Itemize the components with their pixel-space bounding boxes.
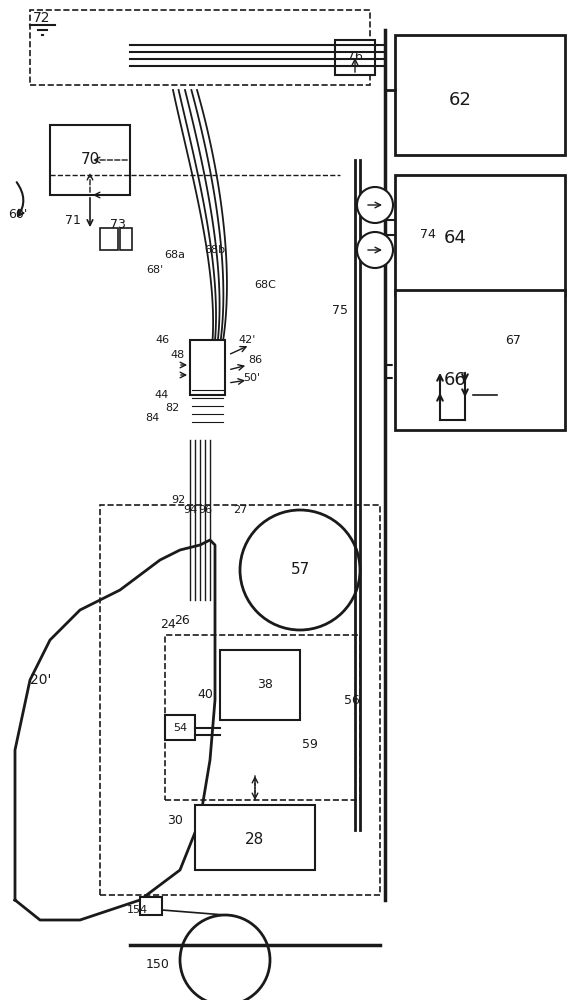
Text: 74: 74 bbox=[420, 229, 436, 241]
Bar bbox=[165, 715, 195, 740]
Bar bbox=[395, 290, 565, 430]
Bar bbox=[395, 175, 565, 295]
Text: 57: 57 bbox=[290, 562, 310, 578]
Text: 76: 76 bbox=[347, 50, 363, 64]
Text: 66: 66 bbox=[443, 371, 466, 389]
Text: 60': 60' bbox=[8, 209, 27, 222]
Text: 73: 73 bbox=[110, 219, 126, 232]
Text: 27: 27 bbox=[233, 505, 247, 515]
Text: 150: 150 bbox=[146, 958, 170, 972]
Text: 54: 54 bbox=[173, 723, 187, 733]
Text: 86: 86 bbox=[248, 355, 262, 365]
Bar bbox=[120, 228, 132, 250]
Text: 70: 70 bbox=[80, 152, 100, 167]
Text: 40: 40 bbox=[197, 688, 213, 702]
Bar bbox=[140, 897, 162, 915]
Bar bbox=[395, 35, 565, 155]
Circle shape bbox=[357, 232, 393, 268]
Text: 68C: 68C bbox=[254, 280, 276, 290]
Text: 44: 44 bbox=[155, 390, 169, 400]
Text: 92: 92 bbox=[171, 495, 185, 505]
Text: 154: 154 bbox=[127, 905, 148, 915]
Text: 24: 24 bbox=[160, 618, 176, 632]
Text: 71: 71 bbox=[65, 214, 81, 227]
Circle shape bbox=[180, 915, 270, 1000]
Text: 94: 94 bbox=[183, 505, 197, 515]
Text: 72: 72 bbox=[33, 11, 51, 25]
Text: 84: 84 bbox=[145, 413, 159, 423]
Text: 68b: 68b bbox=[204, 245, 226, 255]
Text: 46: 46 bbox=[155, 335, 169, 345]
Text: 26: 26 bbox=[174, 613, 190, 626]
Text: 62: 62 bbox=[449, 91, 471, 109]
Text: 20': 20' bbox=[30, 673, 51, 687]
Text: 28: 28 bbox=[246, 832, 265, 848]
Text: 38: 38 bbox=[257, 678, 273, 692]
Bar bbox=[220, 650, 300, 720]
Bar bbox=[30, 10, 370, 85]
Bar bbox=[50, 125, 130, 195]
Bar bbox=[190, 340, 225, 395]
Text: 68a: 68a bbox=[165, 250, 186, 260]
Text: 48: 48 bbox=[171, 350, 185, 360]
Text: 56: 56 bbox=[344, 694, 360, 706]
Bar bbox=[195, 805, 315, 870]
Bar bbox=[165, 635, 360, 800]
Bar bbox=[100, 505, 380, 895]
Text: 96: 96 bbox=[198, 505, 212, 515]
Text: 64: 64 bbox=[443, 229, 466, 247]
Text: 68': 68' bbox=[147, 265, 164, 275]
Text: 59: 59 bbox=[302, 738, 318, 752]
Text: 30: 30 bbox=[167, 814, 183, 826]
Text: 50': 50' bbox=[243, 373, 261, 383]
Bar bbox=[100, 228, 118, 250]
Text: 67: 67 bbox=[505, 334, 521, 347]
Text: 75: 75 bbox=[332, 304, 348, 316]
Text: 82: 82 bbox=[165, 403, 179, 413]
Bar bbox=[335, 40, 375, 75]
Circle shape bbox=[357, 187, 393, 223]
Text: 42': 42' bbox=[238, 335, 255, 345]
Circle shape bbox=[240, 510, 360, 630]
